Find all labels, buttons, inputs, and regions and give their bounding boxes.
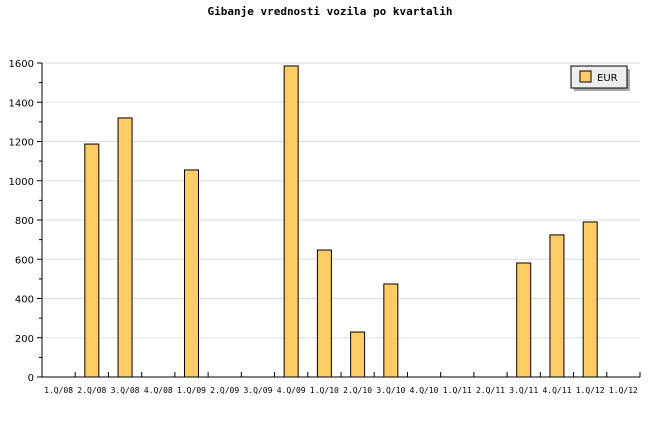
bar	[283, 65, 299, 378]
x-tick-label: 1.Q/12	[609, 386, 638, 395]
x-tick-label: 4.Q/09	[277, 386, 306, 395]
bar	[549, 234, 565, 378]
bar	[582, 221, 598, 378]
y-tick-label: 200	[15, 334, 34, 345]
x-tick-label: 1.Q/10	[310, 386, 339, 395]
chart-title: Gibanje vrednosti vozila po kvartalih	[207, 5, 452, 18]
x-tick-label: 2.Q/10	[343, 386, 372, 395]
y-tick-label: 0	[28, 373, 34, 384]
x-tick-label: 4.Q/08	[144, 386, 173, 395]
x-tick-label: 3.Q/10	[376, 386, 405, 395]
bar	[350, 331, 366, 378]
x-tick-label: 1.Q/11	[443, 386, 472, 395]
legend-label: EUR	[597, 73, 618, 84]
y-tick-label: 1000	[9, 177, 34, 188]
y-tick-label: 600	[15, 255, 34, 266]
x-tick-label: 2.Q/08	[77, 386, 106, 395]
x-tick-label: 3.Q/09	[243, 386, 272, 395]
y-tick-label: 1400	[9, 98, 34, 109]
x-tick-label: 1.Q/12	[576, 386, 605, 395]
y-tick-label: 1200	[9, 138, 34, 149]
y-tick-label: 800	[15, 216, 34, 227]
legend-swatch	[579, 70, 592, 83]
legend: EUR	[570, 65, 630, 91]
x-tick-label: 3.Q/08	[111, 386, 140, 395]
x-tick-label: 3.Q/11	[509, 386, 538, 395]
bar	[383, 283, 399, 378]
x-tick-label: 1.Q/09	[177, 386, 206, 395]
x-tick-label: 4.Q/10	[410, 386, 439, 395]
bar	[184, 169, 199, 378]
bar	[117, 117, 133, 378]
x-tick-label: 2.Q/09	[210, 386, 239, 395]
x-tick-label: 2.Q/11	[476, 386, 505, 395]
bar	[316, 249, 332, 378]
y-tick-label: 1600	[9, 59, 34, 70]
x-tick-label: 4.Q/11	[542, 386, 571, 395]
bar	[84, 143, 100, 378]
x-tick-label: 1.Q/08	[44, 386, 73, 395]
y-tick-label: 400	[15, 295, 34, 306]
bar	[516, 262, 532, 378]
